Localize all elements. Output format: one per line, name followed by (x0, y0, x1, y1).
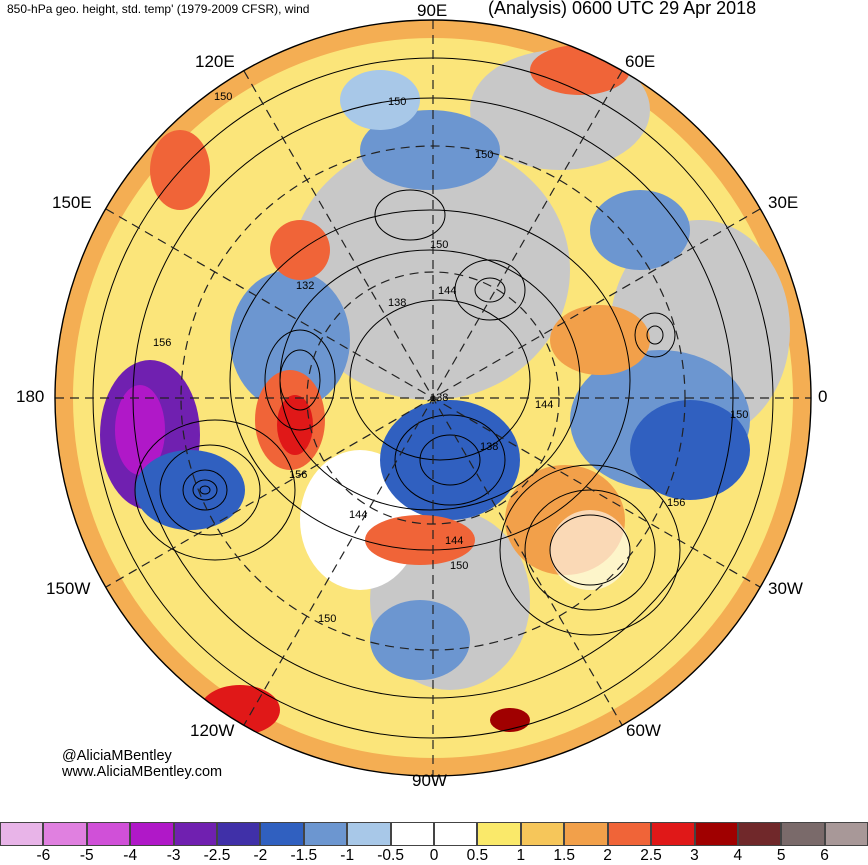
colorbar-tick-label: -1 (340, 847, 355, 864)
colorbar-swatch (217, 822, 261, 846)
contour-label: 138 (430, 392, 448, 404)
colorbar-swatch (86, 822, 131, 846)
colorbar-tick-label: -1.5 (290, 847, 318, 864)
credit-website: www.AliciaMBentley.com (62, 764, 223, 780)
colorbar-tick-label: 1 (516, 847, 526, 864)
valid-time-title: (Analysis) 0600 UTC 29 Apr 2018 (488, 0, 757, 18)
lon-label-30w: 30W (768, 579, 803, 598)
colorbar-tick-label: 0.5 (466, 847, 489, 864)
contour-label: 150 (430, 239, 448, 251)
colorbar-tick-label: 3 (690, 847, 699, 864)
colorbar-tick-label: 1.5 (553, 847, 575, 864)
colorbar-swatch (303, 822, 348, 846)
contour-label: 156 (667, 497, 685, 509)
colorbar (0, 822, 868, 846)
colorbar-swatch (651, 822, 695, 846)
colorbar-swatch (173, 822, 218, 846)
lon-label-150w: 150W (46, 579, 91, 598)
lon-label-60w: 60W (626, 721, 661, 740)
contour-label: 144 (438, 285, 456, 297)
colorbar-swatch (477, 822, 521, 846)
colorbar-tick-label: -2 (253, 847, 268, 864)
colorbar-swatch (390, 822, 435, 846)
lon-label-90e: 90E (417, 1, 448, 20)
contour-label: 150 (214, 91, 232, 103)
lon-label-30e: 30E (768, 193, 799, 212)
lon-label-0: 0 (818, 387, 828, 406)
contour-label: 156 (153, 337, 171, 349)
colorbar-swatch (520, 822, 565, 846)
colorbar-swatch (781, 822, 825, 846)
contour-label: 150 (730, 409, 748, 421)
colorbar-tick-label: -5 (79, 847, 94, 864)
colorbar-tick-label: 5 (776, 847, 786, 864)
colorbar-tick-label: -3 (166, 847, 181, 864)
colorbar-tick-label: 2.5 (640, 847, 662, 864)
colorbar-tick-label: -2.5 (203, 847, 231, 864)
contour-label: 150 (388, 96, 406, 108)
lon-label-180: 180 (16, 387, 45, 406)
contour-label: 132 (296, 280, 314, 292)
contour-label: 156 (289, 469, 307, 481)
lon-label-60e: 60E (625, 52, 656, 71)
colorbar-swatch (607, 822, 652, 846)
colorbar-swatch (434, 822, 478, 846)
lon-label-90w: 90W (412, 771, 447, 790)
contour-label: 144 (535, 399, 553, 411)
contour-label: 138 (388, 297, 406, 309)
map-title: 850-hPa geo. height, std. temp' (1979-20… (7, 2, 310, 16)
contour-label: 150 (475, 149, 493, 161)
lon-label-120w: 120W (190, 721, 235, 740)
lon-label-150e: 150E (52, 193, 92, 212)
colorbar-swatch (824, 822, 868, 846)
colorbar-swatch (347, 822, 391, 846)
lon-label-120e: 120E (195, 52, 235, 71)
colorbar-tick-label: 2 (603, 847, 612, 864)
colorbar-tick-label: 4 (733, 847, 743, 864)
colorbar-swatch (564, 822, 608, 846)
graticule (55, 20, 811, 776)
colorbar-tick-label: 0 (429, 847, 439, 864)
contour-label: 150 (318, 613, 336, 625)
contour-label: 150 (450, 560, 468, 572)
colorbar-swatch (260, 822, 304, 846)
colorbar-swatch (0, 822, 44, 846)
colorbar-swatch (130, 822, 174, 846)
contour-label: 138 (480, 441, 498, 453)
contour-labels-group: 150 150 150 144 132 138 150 156 138 144 138 150 156 1… (153, 91, 748, 625)
credit-handle: @AliciaMBentley (62, 748, 172, 764)
colorbar-tick-label: -0.5 (377, 847, 404, 864)
polar-map: 150 150 150 144 132 138 150 156 138 144 138 150 156 1… (54, 19, 812, 777)
colorbar-swatch (737, 822, 782, 846)
temperature-anomaly-shading (55, 20, 811, 776)
colorbar-tick-label: -6 (36, 847, 51, 864)
contour-label: 144 (349, 509, 367, 521)
colorbar-tick-label: 6 (820, 847, 829, 864)
colorbar-swatch (694, 822, 738, 846)
map-border (54, 19, 812, 777)
contour-label: 144 (445, 535, 463, 547)
colorbar-tick-label: -4 (123, 847, 138, 864)
colorbar-swatch (43, 822, 87, 846)
